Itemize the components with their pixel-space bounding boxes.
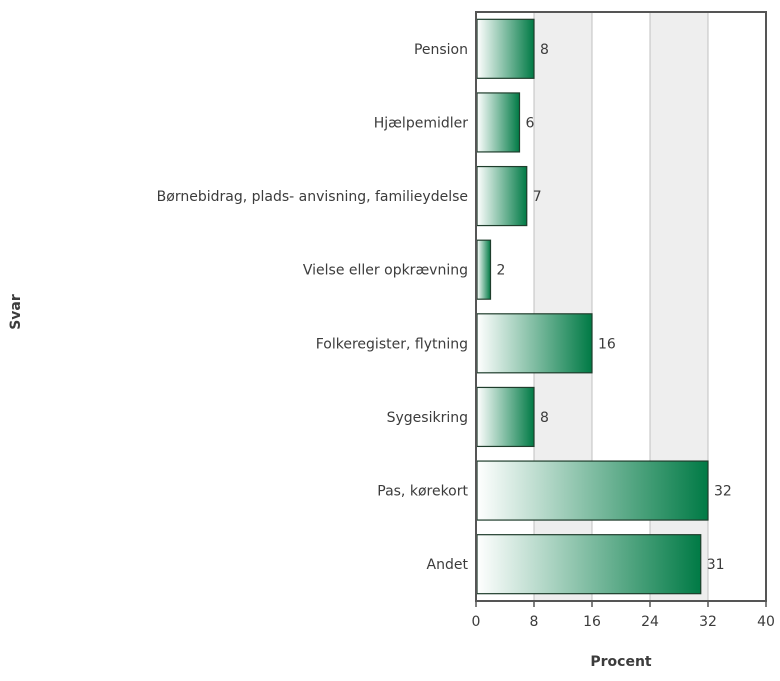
category-labels: Pension Hjælpemidler Børnebidrag, plads- a… <box>157 42 469 573</box>
category-label: Hjælpemidler <box>374 115 468 131</box>
data-label: 16 <box>598 336 616 352</box>
data-label: 8 <box>540 410 549 426</box>
category-label: Vielse eller opkrævning <box>303 263 468 279</box>
category-label: Sygesikring <box>387 410 468 426</box>
x-tick-label: 24 <box>641 614 659 630</box>
x-tick-label: 0 <box>472 614 481 630</box>
category-label: Andet <box>427 557 469 573</box>
bar <box>476 313 593 374</box>
x-axis-title: Procent <box>590 654 652 670</box>
bar <box>476 165 528 227</box>
data-label: 8 <box>540 42 549 58</box>
data-label: 6 <box>526 115 535 131</box>
bar <box>476 239 492 300</box>
x-tick-label: 8 <box>530 614 539 630</box>
category-label: Folkeregister, flytning <box>316 336 468 352</box>
category-label: Børnebidrag, plads- anvisning, familieyd… <box>157 189 468 205</box>
data-label: 7 <box>533 189 542 205</box>
x-axis-ticks: 0 8 16 24 32 40 <box>472 601 775 630</box>
data-label: 2 <box>497 263 506 279</box>
bars <box>476 18 709 595</box>
bar <box>476 92 521 153</box>
x-tick-label: 32 <box>699 614 717 630</box>
x-tick-label: 16 <box>583 614 601 630</box>
plot-frame <box>475 11 767 602</box>
category-label: Pension <box>414 42 468 58</box>
data-label: 31 <box>707 557 725 573</box>
bar <box>476 534 702 595</box>
y-axis-title: Svar <box>8 294 24 330</box>
data-labels: 8 6 7 2 16 8 32 31 <box>497 42 732 573</box>
category-label: Pas, kørekort <box>377 484 468 500</box>
bar <box>476 18 535 79</box>
x-tick-label: 40 <box>757 614 775 630</box>
bar <box>476 460 709 521</box>
data-label: 32 <box>714 484 732 500</box>
bar <box>476 386 535 448</box>
